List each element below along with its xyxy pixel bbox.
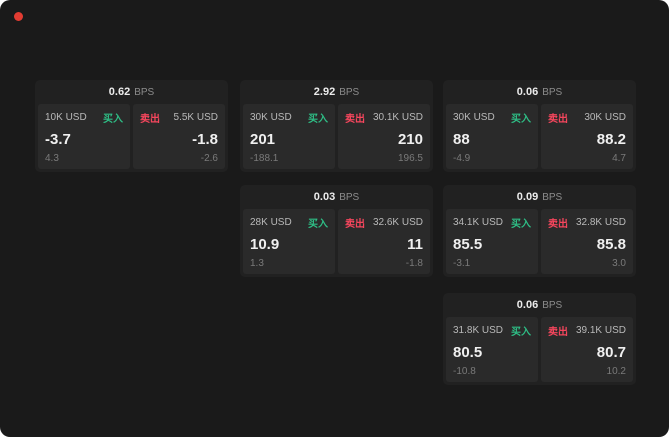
buy-quote-panel[interactable]: 31.8K USD 买入 80.5 -10.8 <box>446 317 538 382</box>
spread-header: 2.92 BPS <box>243 80 430 104</box>
spread-value: 0.06 <box>516 299 539 311</box>
buy-amount: 31.8K USD <box>453 325 504 336</box>
buy-badge: 买入 <box>103 114 123 125</box>
spread-value: 0.62 <box>108 86 131 98</box>
buy-delta: -188.1 <box>250 153 279 164</box>
buy-quote-panel[interactable]: 30K USD 买入 201 -188.1 <box>243 104 335 169</box>
sell-quote-panel[interactable]: 卖出 5.5K USD -1.8 -2.6 <box>133 104 225 169</box>
buy-price: 85.5 <box>453 235 483 253</box>
quote-card: 0.03 BPS 28K USD 买入 10.9 1.3 卖出 32.6K US… <box>240 185 433 277</box>
buy-badge: 买入 <box>511 114 531 125</box>
spread-header: 0.09 BPS <box>446 185 633 209</box>
buy-delta: -3.1 <box>453 258 471 269</box>
buy-quote-panel[interactable]: 34.1K USD 买入 85.5 -3.1 <box>446 209 538 274</box>
sell-quote-panel[interactable]: 卖出 30.1K USD 210 196.5 <box>338 104 430 169</box>
spread-unit: BPS <box>542 86 563 98</box>
quote-card: 0.06 BPS 31.8K USD 买入 80.5 -10.8 卖出 39.1… <box>443 293 636 385</box>
sell-badge: 卖出 <box>345 114 365 125</box>
spread-value: 2.92 <box>313 86 336 98</box>
buy-quote-panel[interactable]: 28K USD 买入 10.9 1.3 <box>243 209 335 274</box>
recording-indicator-icon <box>14 12 23 21</box>
sell-quote-panel[interactable]: 卖出 39.1K USD 80.7 10.2 <box>541 317 633 382</box>
sell-quote-panel[interactable]: 卖出 32.8K USD 85.8 3.0 <box>541 209 633 274</box>
buy-quote-panel[interactable]: 30K USD 买入 88 -4.9 <box>446 104 538 169</box>
buy-price: -3.7 <box>45 130 71 148</box>
sell-amount: 32.6K USD <box>372 217 423 228</box>
sell-price: 85.8 <box>596 235 626 253</box>
buy-badge: 买入 <box>511 219 531 230</box>
sell-amount: 39.1K USD <box>575 325 626 336</box>
quote-card: 2.92 BPS 30K USD 买入 201 -188.1 卖出 30.1K … <box>240 80 433 172</box>
buy-price: 88 <box>453 130 470 148</box>
spread-header: 0.06 BPS <box>446 293 633 317</box>
sell-quote-panel[interactable]: 卖出 30K USD 88.2 4.7 <box>541 104 633 169</box>
spread-header: 0.62 BPS <box>38 80 225 104</box>
buy-amount: 30K USD <box>453 112 495 123</box>
buy-delta: -4.9 <box>453 153 471 164</box>
buy-amount: 34.1K USD <box>453 217 504 228</box>
buy-price: 80.5 <box>453 343 483 361</box>
spread-value: 0.09 <box>516 191 539 203</box>
spread-unit: BPS <box>542 191 563 203</box>
sell-delta: 10.2 <box>606 366 626 377</box>
sell-amount: 5.5K USD <box>173 112 218 123</box>
sell-delta: 196.5 <box>397 153 423 164</box>
spread-unit: BPS <box>542 299 563 311</box>
buy-quote-panel[interactable]: 10K USD 买入 -3.7 4.3 <box>38 104 130 169</box>
spread-value: 0.03 <box>313 191 336 203</box>
sell-delta: -2.6 <box>200 153 218 164</box>
sell-badge: 卖出 <box>548 327 568 338</box>
buy-delta: 1.3 <box>250 258 264 269</box>
buy-badge: 买入 <box>308 114 328 125</box>
sell-badge: 卖出 <box>548 219 568 230</box>
sell-amount: 30.1K USD <box>372 112 423 123</box>
spread-unit: BPS <box>339 191 360 203</box>
buy-delta: -10.8 <box>453 366 476 377</box>
buy-delta: 4.3 <box>45 153 59 164</box>
buy-amount: 30K USD <box>250 112 292 123</box>
sell-price: 80.7 <box>596 343 626 361</box>
sell-delta: 3.0 <box>612 258 626 269</box>
sell-badge: 卖出 <box>548 114 568 125</box>
sell-price: -1.8 <box>192 130 218 148</box>
sell-delta: -1.8 <box>405 258 423 269</box>
sell-badge: 卖出 <box>345 219 365 230</box>
buy-amount: 10K USD <box>45 112 87 123</box>
sell-amount: 30K USD <box>584 112 626 123</box>
quote-card: 0.62 BPS 10K USD 买入 -3.7 4.3 卖出 5.5K USD… <box>35 80 228 172</box>
sell-price: 88.2 <box>596 130 626 148</box>
spread-value: 0.06 <box>516 86 539 98</box>
spread-header: 0.03 BPS <box>243 185 430 209</box>
quote-card: 0.06 BPS 30K USD 买入 88 -4.9 卖出 30K USD 8… <box>443 80 636 172</box>
spread-header: 0.06 BPS <box>446 80 633 104</box>
sell-price: 11 <box>407 235 423 253</box>
sell-amount: 32.8K USD <box>575 217 626 228</box>
buy-badge: 买入 <box>308 219 328 230</box>
buy-price: 10.9 <box>250 235 280 253</box>
quote-card: 0.09 BPS 34.1K USD 买入 85.5 -3.1 卖出 32.8K… <box>443 185 636 277</box>
spread-unit: BPS <box>134 86 155 98</box>
spread-unit: BPS <box>339 86 360 98</box>
buy-price: 201 <box>250 130 276 148</box>
sell-price: 210 <box>397 130 423 148</box>
buy-amount: 28K USD <box>250 217 292 228</box>
sell-badge: 卖出 <box>140 114 160 125</box>
sell-delta: 4.7 <box>612 153 626 164</box>
sell-quote-panel[interactable]: 卖出 32.6K USD 11 -1.8 <box>338 209 430 274</box>
buy-badge: 买入 <box>511 327 531 338</box>
